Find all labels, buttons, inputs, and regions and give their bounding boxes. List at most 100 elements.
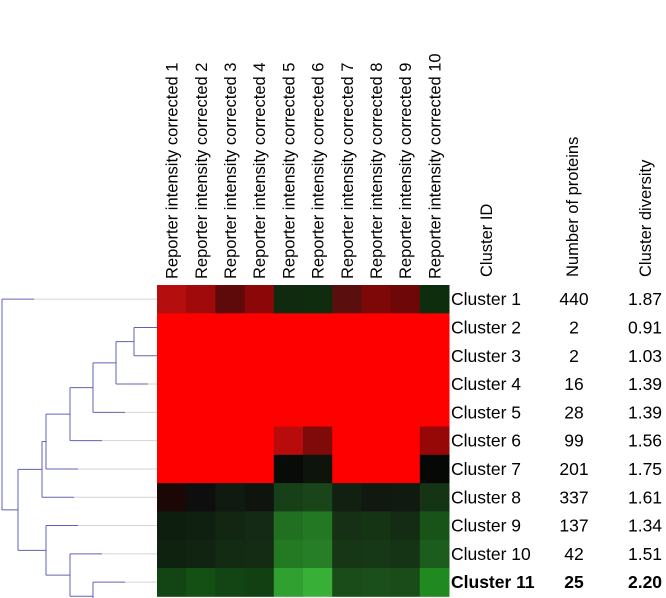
heatmap-cell xyxy=(390,285,421,314)
heatmap-cell xyxy=(244,568,275,597)
heatmap-cell xyxy=(303,398,333,427)
heatmap-cell xyxy=(390,568,421,597)
heatmap-cell xyxy=(419,426,450,456)
heatmap-cell xyxy=(303,341,333,371)
heatmap-cell xyxy=(244,539,275,569)
heatmap-cell xyxy=(419,341,450,371)
diversity-label: 1.51 xyxy=(628,544,662,564)
heatmap-cell xyxy=(244,313,275,343)
heatmap-cell xyxy=(361,426,392,456)
diversity-label: 2.20 xyxy=(628,572,662,592)
heatmap-cell xyxy=(390,483,421,512)
heatmap-cell xyxy=(332,454,362,484)
heatmap-cell xyxy=(157,511,187,541)
protein-count-label: 42 xyxy=(564,544,583,564)
heatmap-cell xyxy=(157,454,187,484)
column-labels: Reporter intensity corrected 1 Reporter i… xyxy=(164,53,445,279)
heatmap-cell xyxy=(157,426,187,456)
heatmap-cell xyxy=(361,341,392,371)
diversity-label: 1.39 xyxy=(628,374,662,394)
dendrogram xyxy=(1,298,166,598)
heatmap-cell xyxy=(273,483,304,512)
heatmap-cell xyxy=(332,426,362,456)
protein-count-label: 28 xyxy=(564,402,583,422)
protein-count-label: 2 xyxy=(569,346,579,366)
heatmap-cell xyxy=(157,341,187,371)
heatmap-cell xyxy=(303,454,333,484)
heatmap-cell xyxy=(215,369,246,399)
heatmap-cell xyxy=(157,313,187,343)
heatmap-cell xyxy=(273,568,304,597)
heatmap-cell xyxy=(332,285,362,314)
heatmap-cell xyxy=(419,539,450,569)
diversity-label: 1.03 xyxy=(628,346,662,366)
cluster-id-label: Cluster 9 xyxy=(451,516,521,536)
table-header: Cluster diversity xyxy=(637,159,655,277)
column-label: Reporter intensity corrected 3 xyxy=(222,63,240,279)
heatmap-cell xyxy=(419,483,450,512)
column-label: Reporter intensity corrected 7 xyxy=(339,63,357,279)
heatmap-cell xyxy=(244,454,275,484)
row-labels: Cluster 1 440 1.87 Cluster 2 2 0.91 Cluster 3 2… xyxy=(451,289,662,592)
column-label: Reporter intensity corrected 4 xyxy=(251,63,269,279)
heatmap-cell xyxy=(419,285,450,314)
heatmap-cell xyxy=(361,454,392,484)
heatmap-cell xyxy=(215,511,246,541)
heatmap-cell xyxy=(273,511,304,541)
heatmap-cell xyxy=(303,511,333,541)
heatmap-cell xyxy=(273,313,304,343)
heatmap-cell xyxy=(244,341,275,371)
protein-count-label: 440 xyxy=(559,289,588,309)
heatmap-cell xyxy=(361,568,392,597)
heatmap-cell xyxy=(186,398,216,427)
heatmap-cell xyxy=(332,511,362,541)
heatmap-cell xyxy=(390,341,421,371)
heatmap-cell xyxy=(157,369,187,399)
heatmap-cell xyxy=(390,454,421,484)
heatmap-cell xyxy=(186,454,216,484)
heatmap-cell xyxy=(244,483,275,512)
heatmap-cell xyxy=(361,313,392,343)
heatmap-cell xyxy=(186,341,216,371)
heatmap-cell xyxy=(332,313,362,343)
heatmap-cell xyxy=(186,313,216,343)
column-label: Reporter intensity corrected 10 xyxy=(426,53,444,279)
heatmap-cell xyxy=(361,511,392,541)
heatmap-cell xyxy=(332,568,362,597)
heatmap-cell xyxy=(419,568,450,597)
heatmap-cell xyxy=(244,426,275,456)
column-label: Reporter intensity corrected 6 xyxy=(310,63,328,279)
heatmap-cell xyxy=(361,483,392,512)
heatmap-cell xyxy=(186,539,216,569)
heatmap-cell xyxy=(303,426,333,456)
column-label: Reporter intensity corrected 5 xyxy=(280,63,298,279)
heatmap-cell xyxy=(215,313,246,343)
cluster-id-label: Cluster 5 xyxy=(451,402,521,422)
heatmap-cell xyxy=(186,483,216,512)
protein-count-label: 201 xyxy=(559,459,588,479)
heatmap-cell xyxy=(186,426,216,456)
heatmap-cell xyxy=(215,426,246,456)
cluster-id-label: Cluster 7 xyxy=(451,459,521,479)
heatmap-cell xyxy=(244,285,275,314)
heatmap-cell xyxy=(273,454,304,484)
heatmap-cell xyxy=(215,454,246,484)
diversity-label: 1.61 xyxy=(628,487,662,507)
cluster-id-label: Cluster 8 xyxy=(451,487,521,507)
diversity-label: 1.34 xyxy=(628,516,662,536)
heatmap-cell xyxy=(273,426,304,456)
heatmap-cell xyxy=(332,398,362,427)
heatmap-cell xyxy=(215,539,246,569)
heatmap-cell xyxy=(244,369,275,399)
diversity-label: 1.56 xyxy=(628,431,662,451)
diversity-label: 1.75 xyxy=(628,459,662,479)
heatmap-cell xyxy=(419,511,450,541)
column-label: Reporter intensity corrected 8 xyxy=(368,63,386,279)
cluster-id-label: Cluster 4 xyxy=(451,374,521,394)
heatmap-cell xyxy=(186,568,216,597)
column-label: Reporter intensity corrected 1 xyxy=(164,63,182,279)
heatmap-cell xyxy=(157,285,187,314)
table-headers: Cluster ID Number of proteins Cluster dive… xyxy=(478,137,655,277)
diversity-label: 0.91 xyxy=(628,317,662,337)
